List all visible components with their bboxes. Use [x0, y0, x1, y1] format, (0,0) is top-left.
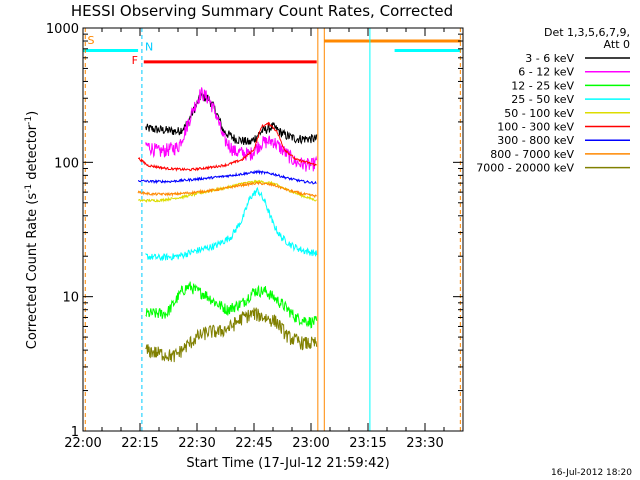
- legend-label-7: 300 - 800 keV: [497, 134, 574, 147]
- x-axis-label: Start Time (17-Jul-12 21:59:42): [186, 456, 389, 471]
- series-line-3: [145, 281, 318, 329]
- plot-area: S NF: [83, 28, 462, 431]
- legend-label-1: 3 - 6 keV: [525, 52, 574, 65]
- x-tick-label-4: 23:00: [292, 436, 329, 451]
- footer-date: 16-Jul-2012 18:20: [551, 468, 632, 478]
- x-tick-label-2: 22:30: [178, 436, 215, 451]
- y-axis-label: Corrected Count Rate (s-1 detector-1): [24, 111, 40, 349]
- flare-label: F: [132, 54, 138, 67]
- legend-label-3: 12 - 25 keV: [511, 79, 574, 92]
- y-axis-label-sup1: -1: [24, 184, 34, 193]
- y-tick-label-2: 100: [54, 156, 79, 171]
- legend-label-4: 25 - 50 keV: [511, 93, 574, 106]
- series-line-4: [145, 186, 318, 262]
- series-line-7: [138, 169, 317, 185]
- series-line-8: [137, 181, 317, 199]
- series-line-2: [145, 87, 318, 172]
- legend-header-line-2: Att 0: [604, 38, 630, 51]
- plot-frame: [82, 27, 464, 432]
- x-tick-label-6: 23:30: [406, 436, 443, 451]
- x-tick-label-5: 23:15: [349, 436, 386, 451]
- night-label: N: [145, 40, 153, 53]
- axis-ticks: 22:00 22:15 22:30 22:45 23:00 23:15 23:30 1 10 10…: [46, 22, 464, 451]
- x-tick-label-0: 22:00: [64, 436, 101, 451]
- y-tick-label-0: 1: [71, 425, 79, 440]
- y-axis-label-main: Corrected Count Rate (s: [25, 193, 40, 350]
- y-tick-label-3: 1000: [46, 22, 79, 37]
- y-axis-label-end: ): [25, 111, 40, 116]
- series-line-9: [145, 307, 318, 363]
- series-line-1: [145, 91, 318, 146]
- saa-label: S: [88, 34, 95, 47]
- y-axis-label-mid: detector: [25, 124, 40, 184]
- y-axis-label-sup2: -1: [24, 116, 34, 125]
- x-tick-label-3: 22:45: [235, 436, 272, 451]
- legend-header-line-1: Det 1,3,5,6,7,9,: [544, 26, 630, 39]
- legend-label-8: 800 - 7000 keV: [490, 148, 574, 161]
- legend-label-9: 7000 - 20000 keV: [476, 162, 574, 175]
- y-tick-label-1: 10: [62, 291, 79, 306]
- legend-label-6: 100 - 300 keV: [497, 121, 574, 134]
- legend-label-2: 6 - 12 keV: [518, 66, 574, 79]
- chart-title: HESSI Observing Summary Count Rates, Cor…: [71, 2, 453, 20]
- x-tick-label-1: 22:15: [121, 436, 158, 451]
- legend-label-5: 50 - 100 keV: [504, 107, 574, 120]
- series-line-6: [138, 121, 317, 172]
